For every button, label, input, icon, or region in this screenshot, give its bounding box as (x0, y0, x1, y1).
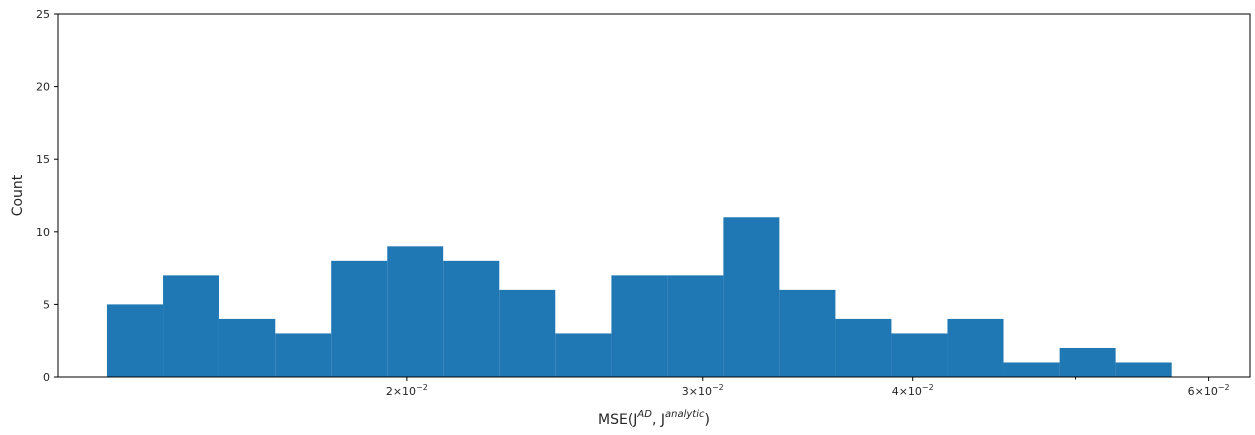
y-axis-label: Count (10, 174, 26, 216)
histogram-bar (779, 289, 836, 377)
histogram-bar (1059, 347, 1116, 377)
histogram-bar (611, 275, 668, 377)
histogram-bar (387, 246, 444, 377)
y-tick-label: 15 (36, 153, 50, 166)
histogram-bar (555, 333, 612, 377)
x-axis-label-mid: , J (652, 412, 665, 428)
histogram-bar (835, 318, 892, 377)
y-axis: 0 5 10 15 20 25 (36, 8, 58, 384)
x-tick-label: 2×10−2 (386, 383, 428, 398)
histogram-bar (499, 289, 556, 377)
histogram-bar (106, 304, 164, 377)
x-tick-label: 4×10−2 (892, 383, 934, 398)
y-tick-label: 20 (36, 81, 50, 94)
x-axis-label-base: MSE(J (598, 412, 637, 428)
histogram-bar (331, 260, 388, 377)
x-axis-label-sup-ad: AD (636, 409, 652, 420)
histogram-bar (275, 333, 332, 377)
plot-frame (57, 13, 1251, 378)
histogram-bar (723, 217, 780, 377)
histogram-bars (106, 217, 1172, 377)
y-tick-label: 25 (36, 8, 50, 21)
histogram-bar (667, 275, 724, 377)
y-tick-label: 5 (43, 298, 50, 311)
x-axis-label-sup-analytic: analytic (665, 409, 705, 420)
x-axis-label: MSE(JAD, Janalytic) (598, 409, 710, 428)
histogram-bar (891, 333, 948, 377)
histogram-bar (1115, 362, 1172, 377)
histogram-bar (218, 318, 276, 377)
y-tick-label: 0 (43, 371, 50, 384)
histogram-bar (947, 318, 1004, 377)
x-axis: 2×10−2 3×10−2 4×10−2 6×10−2 (386, 377, 1230, 398)
histogram-bar (443, 260, 500, 377)
histogram-bar (1003, 362, 1060, 377)
histogram-bar (163, 275, 219, 377)
x-tick-label: 6×10−2 (1188, 383, 1230, 398)
y-tick-label: 10 (36, 226, 50, 239)
x-tick-label: 3×10−2 (682, 383, 724, 398)
x-axis-label-end: ) (705, 412, 710, 428)
